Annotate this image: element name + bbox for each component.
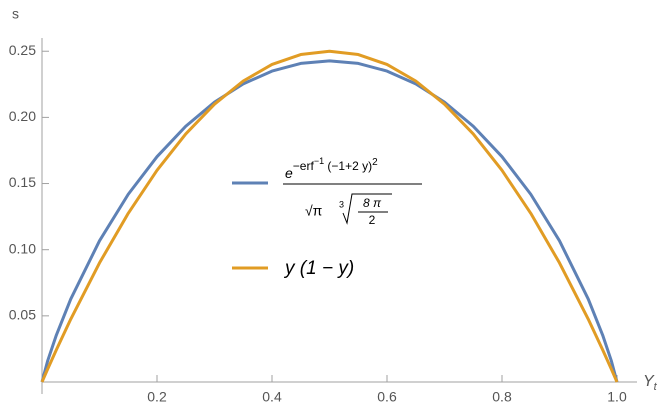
legend-text: e	[285, 165, 293, 181]
legend-text: (−1+2 y)	[324, 159, 372, 173]
series-line	[40, 49, 619, 383]
legend-numerator: e−erf−1 (−1+2 y)2	[285, 156, 378, 180]
legend-text: 2	[372, 157, 378, 168]
y-tick-label: 0.25	[9, 42, 36, 58]
y-axis-label: s	[12, 6, 19, 22]
legend-text: √π	[305, 203, 323, 219]
legend-text: −1	[314, 156, 324, 166]
x-tick-label: 0.6	[377, 389, 397, 405]
y-tick-label: 0.05	[9, 307, 36, 323]
x-axis-label-main: Y	[643, 373, 655, 390]
x-tick-label: 0.8	[492, 389, 512, 405]
series-line	[40, 59, 619, 383]
x-tick-label: 0.2	[147, 389, 167, 405]
legend-text: y (1 − y)	[283, 258, 354, 279]
root-sign	[342, 193, 392, 225]
x-tick-label: 0.4	[262, 389, 282, 405]
legend-text: 8 π	[363, 196, 382, 210]
x-axis-label: Yt	[643, 373, 658, 393]
y-tick-label: 0.20	[9, 108, 36, 124]
legend-text: 2	[369, 213, 376, 227]
legend-text: 3	[339, 199, 344, 209]
x-axis-label-subscript: t	[654, 381, 658, 393]
legend-text: −erf	[293, 159, 315, 173]
y-tick-label: 0.10	[9, 240, 36, 256]
y-tick-label: 0.15	[9, 174, 36, 190]
x-tick-label: 1.0	[607, 389, 627, 405]
legend: e−erf−1 (−1+2 y)2 √π 3 8 π 2 y (1 − y)	[232, 156, 422, 279]
